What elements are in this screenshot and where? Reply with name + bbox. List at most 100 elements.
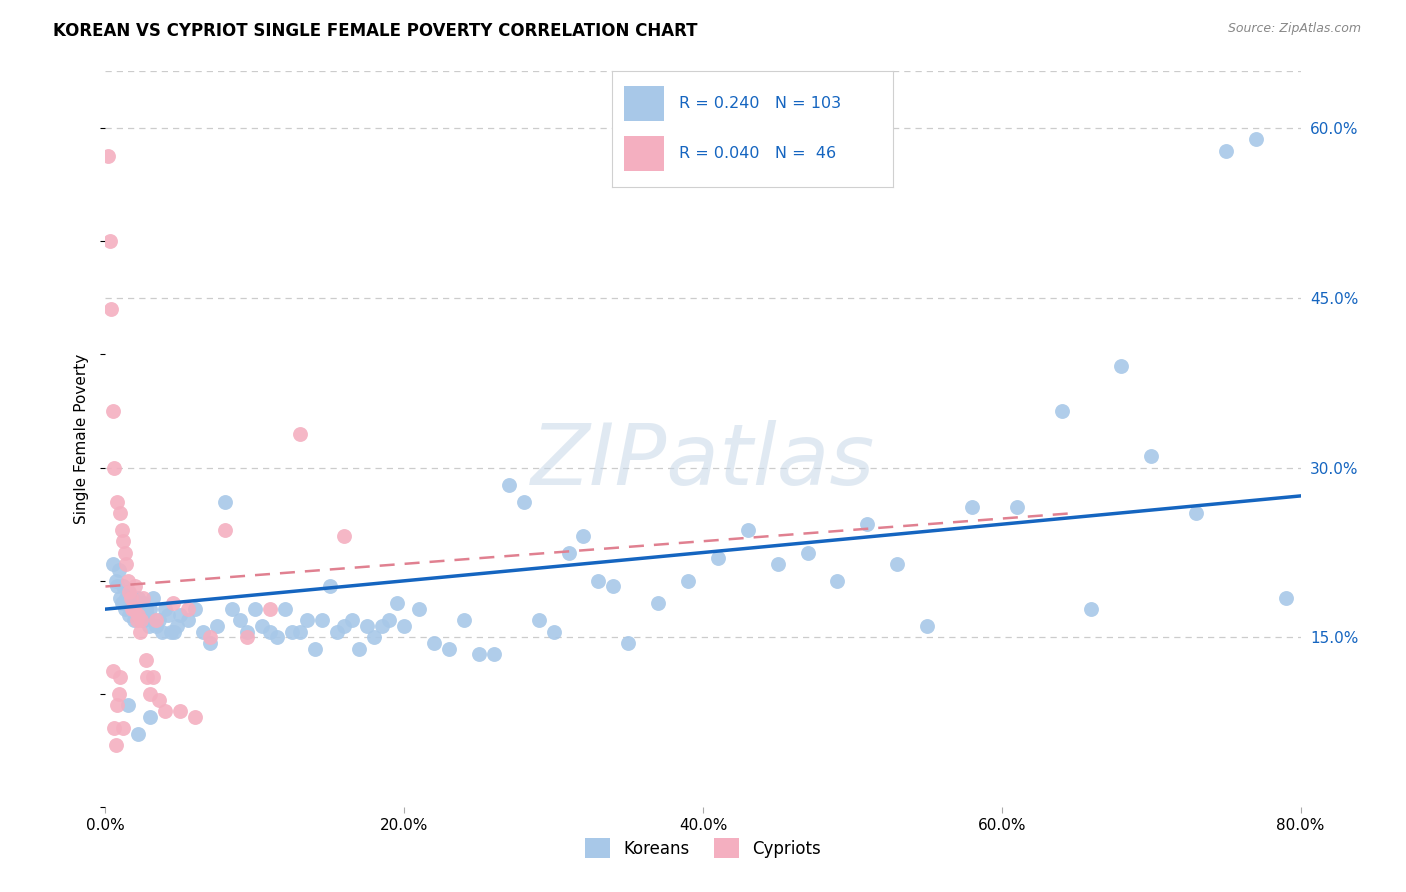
- Point: [107, 580, 129, 594]
- Point: [1111, 359, 1133, 373]
- Point: [281, 624, 304, 639]
- Legend: Koreans, Cypriots: Koreans, Cypriots: [578, 831, 828, 865]
- FancyBboxPatch shape: [624, 87, 664, 121]
- Point: [1185, 506, 1208, 520]
- Point: [148, 614, 170, 628]
- Point: [115, 557, 138, 571]
- Y-axis label: Single Female Poverty: Single Female Poverty: [75, 354, 90, 524]
- Point: [557, 545, 579, 559]
- Point: [135, 653, 157, 667]
- Point: [135, 602, 157, 616]
- Point: [120, 591, 142, 605]
- Point: [127, 591, 149, 605]
- Point: [142, 591, 165, 605]
- Point: [960, 500, 983, 515]
- Point: [676, 574, 699, 588]
- Point: [125, 614, 148, 628]
- Text: R = 0.040   N =  46: R = 0.040 N = 46: [679, 145, 837, 161]
- Point: [160, 624, 183, 639]
- Point: [318, 580, 340, 594]
- Point: [198, 631, 221, 645]
- Point: [112, 580, 135, 594]
- Point: [103, 721, 125, 735]
- Point: [356, 619, 378, 633]
- Point: [363, 631, 385, 645]
- Point: [252, 619, 274, 633]
- Point: [132, 597, 155, 611]
- Point: [1005, 500, 1028, 515]
- Point: [423, 636, 446, 650]
- FancyBboxPatch shape: [624, 136, 664, 171]
- Point: [259, 602, 281, 616]
- Point: [155, 704, 177, 718]
- Point: [207, 619, 229, 633]
- Point: [121, 602, 143, 616]
- Point: [136, 607, 159, 622]
- Point: [127, 607, 149, 622]
- Point: [513, 494, 536, 508]
- Point: [129, 614, 153, 628]
- Point: [273, 602, 295, 616]
- Point: [115, 591, 138, 605]
- Point: [145, 614, 167, 628]
- Point: [1050, 404, 1073, 418]
- Point: [98, 234, 121, 248]
- Point: [1140, 450, 1163, 464]
- Point: [498, 477, 520, 491]
- Point: [100, 302, 122, 317]
- Point: [111, 523, 134, 537]
- Point: [191, 624, 214, 639]
- Point: [114, 602, 136, 616]
- Point: [111, 597, 134, 611]
- Point: [856, 517, 879, 532]
- Point: [176, 602, 198, 616]
- Point: [148, 692, 170, 706]
- Point: [108, 562, 131, 576]
- Point: [184, 602, 207, 616]
- Point: [437, 641, 460, 656]
- Point: [157, 607, 180, 622]
- Point: [453, 614, 475, 628]
- Point: [588, 574, 610, 588]
- Point: [169, 704, 191, 718]
- Point: [288, 426, 311, 441]
- Point: [104, 738, 127, 752]
- Point: [236, 631, 259, 645]
- Text: Source: ZipAtlas.com: Source: ZipAtlas.com: [1227, 22, 1361, 36]
- Point: [145, 619, 167, 633]
- Point: [378, 614, 401, 628]
- Point: [114, 545, 136, 559]
- Point: [737, 523, 759, 537]
- Point: [128, 607, 150, 622]
- Point: [139, 687, 162, 701]
- Point: [112, 721, 135, 735]
- Point: [766, 557, 789, 571]
- Point: [176, 614, 198, 628]
- Point: [104, 574, 127, 588]
- Point: [326, 624, 349, 639]
- Point: [122, 602, 145, 616]
- Point: [97, 149, 120, 163]
- Text: ZIPatlas: ZIPatlas: [531, 420, 875, 503]
- Point: [482, 648, 505, 662]
- Point: [647, 597, 669, 611]
- Point: [129, 602, 153, 616]
- Point: [134, 614, 156, 628]
- Point: [527, 614, 550, 628]
- Point: [408, 602, 430, 616]
- Point: [915, 619, 938, 633]
- Point: [138, 619, 160, 633]
- Point: [617, 636, 640, 650]
- Point: [468, 648, 491, 662]
- Point: [304, 641, 326, 656]
- Point: [127, 726, 149, 740]
- Point: [125, 602, 148, 616]
- Point: [169, 607, 191, 622]
- Point: [166, 619, 188, 633]
- Point: [221, 602, 243, 616]
- Point: [107, 494, 129, 508]
- Point: [118, 607, 141, 622]
- Point: [136, 670, 159, 684]
- Point: [198, 636, 221, 650]
- Point: [124, 580, 146, 594]
